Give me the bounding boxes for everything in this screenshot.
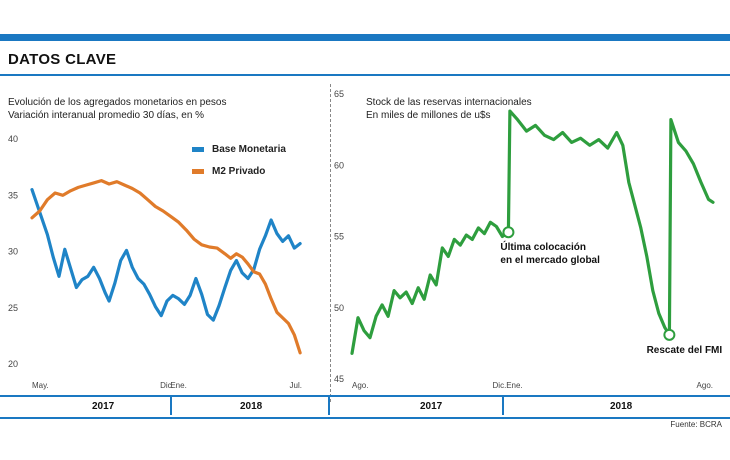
top-accent-bar (0, 34, 730, 41)
y-tick-label: 50 (334, 303, 344, 313)
year-separator-right (502, 395, 504, 415)
legend-swatch (192, 147, 204, 152)
annotation-label-line: en el mercado global (500, 255, 600, 266)
x-tick-label: May. (32, 381, 49, 390)
legend-label: Base Monetaria (212, 144, 286, 155)
series-line-0 (350, 109, 715, 355)
x-tick-label: Dic. (160, 381, 174, 390)
series-line-m2-privado (30, 179, 302, 355)
panel-separator (328, 395, 330, 415)
section-rule (0, 74, 730, 76)
y-tick-label: 30 (8, 247, 18, 257)
left-chart-subtitle: Variación interanual promedio 30 días, e… (8, 110, 205, 121)
panel-divider (330, 84, 331, 402)
right-chart-title: Stock de las reservas internacionales (366, 97, 532, 108)
x-tick-label: Ago. (697, 381, 713, 390)
annotation-marker (502, 226, 515, 239)
y-tick-label: 25 (8, 303, 18, 313)
y-tick-label: 45 (334, 374, 344, 384)
left-chart-title-block: Evolución de los agregados monetarios en… (8, 96, 226, 122)
series-line-base-monetaria (30, 188, 302, 322)
year-band (0, 395, 730, 419)
annotation-label-line: Última colocación (500, 240, 586, 253)
right-chart-title-block: Stock de las reservas internacionales En… (366, 96, 532, 122)
right-chart-subtitle: En miles de millones de u$s (366, 110, 491, 121)
x-tick-label: Ago. (352, 381, 368, 390)
y-tick-label: 40 (8, 134, 18, 144)
right-year-2017: 2017 (420, 401, 443, 412)
legend-label: M2 Privado (212, 166, 265, 177)
x-tick-label: Jul. (290, 381, 302, 390)
y-tick-label: 65 (334, 89, 344, 99)
left-year-2017: 2017 (92, 401, 115, 412)
y-tick-label: 20 (8, 359, 18, 369)
annotation-label: Rescate del FMI (647, 345, 723, 356)
left-year-2018: 2018 (240, 401, 263, 412)
y-tick-label: 35 (8, 190, 18, 200)
x-tick-label: Ene. (506, 381, 522, 390)
year-separator-left (170, 395, 172, 415)
x-tick-label: Dic. (493, 381, 507, 390)
legend-swatch (192, 169, 204, 174)
annotation-label-line: Rescate del FMI (647, 345, 723, 356)
right-year-2018: 2018 (610, 401, 633, 412)
annotation-label: Última colocación en el mercado global (500, 240, 600, 266)
y-tick-label: 60 (334, 160, 344, 170)
reserves-chart: 45 50 55 60 65 Ago. Dic. Ene. Ago. Última colocac… (334, 89, 723, 390)
left-chart-title: Evolución de los agregados monetarios en… (8, 97, 227, 108)
section-title: DATOS CLAVE (8, 51, 117, 68)
source-note: Fuente: BCRA (670, 420, 722, 429)
monetary-aggregates-chart: 20 25 30 35 40 May. Dic.Ene. Jul. Base Monetaria… (8, 134, 302, 390)
y-tick-label: 55 (334, 232, 344, 242)
annotation-marker (663, 328, 676, 341)
x-tick-label: Ene. (170, 381, 186, 390)
